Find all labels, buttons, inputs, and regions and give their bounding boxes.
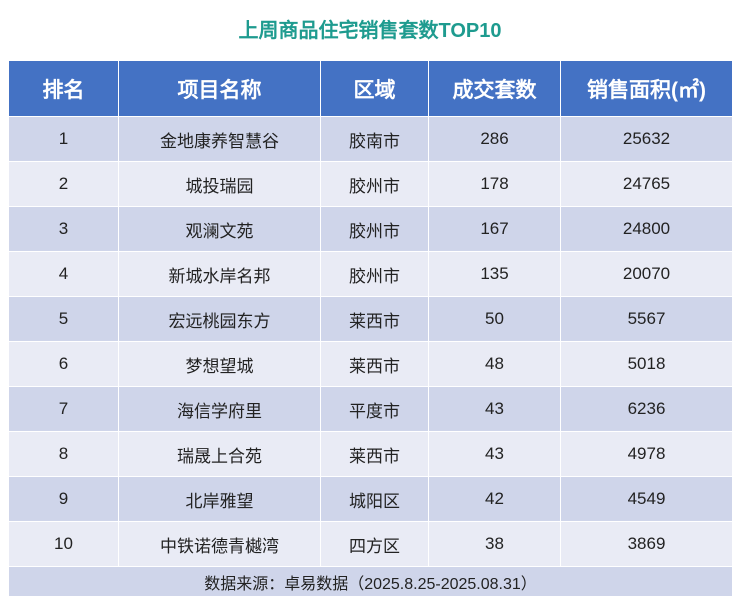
cell: 5567 <box>560 296 733 342</box>
cell: 中铁诺德青樾湾 <box>118 521 321 567</box>
cell: 10 <box>8 521 119 567</box>
cell: 3869 <box>560 521 733 567</box>
table-row: 3 观澜文苑 胶州市 167 24800 <box>8 206 733 252</box>
cell: 6 <box>8 341 119 387</box>
cell: 莱西市 <box>320 341 429 387</box>
cell: 1 <box>8 116 119 162</box>
cell: 20070 <box>560 251 733 297</box>
header-cell: 排名 <box>8 60 119 117</box>
cell: 178 <box>428 161 561 207</box>
cell: 6236 <box>560 386 733 432</box>
table-row: 1 金地康养智慧谷 胶南市 286 25632 <box>8 116 733 162</box>
cell: 宏远桃园东方 <box>118 296 321 342</box>
cell: 9 <box>8 476 119 522</box>
cell: 43 <box>428 431 561 477</box>
cell: 4549 <box>560 476 733 522</box>
header-cell: 成交套数 <box>428 60 561 117</box>
cell: 四方区 <box>320 521 429 567</box>
table-row: 5 宏远桃园东方 莱西市 50 5567 <box>8 296 733 342</box>
cell: 北岸雅望 <box>118 476 321 522</box>
cell: 莱西市 <box>320 296 429 342</box>
header-cell: 项目名称 <box>118 60 321 117</box>
cell: 胶州市 <box>320 161 429 207</box>
cell: 43 <box>428 386 561 432</box>
footer-note: 数据来源：卓易数据（2025.8.25-2025.08.31） <box>8 566 733 597</box>
cell: 3 <box>8 206 119 252</box>
cell: 4978 <box>560 431 733 477</box>
header-cell: 区域 <box>320 60 429 117</box>
cell: 38 <box>428 521 561 567</box>
cell: 4 <box>8 251 119 297</box>
cell: 胶州市 <box>320 206 429 252</box>
sales-table: 排名 项目名称 区域 成交套数 销售面积(㎡) 1 金地康养智慧谷 胶南市 286 25632 2… <box>8 60 733 597</box>
cell: 25632 <box>560 116 733 162</box>
table-row: 8 瑞晟上合苑 莱西市 43 4978 <box>8 431 733 477</box>
table-row: 7 海信学府里 平度市 43 6236 <box>8 386 733 432</box>
cell: 24800 <box>560 206 733 252</box>
cell: 莱西市 <box>320 431 429 477</box>
cell: 胶南市 <box>320 116 429 162</box>
header-cell: 销售面积(㎡) <box>560 60 733 117</box>
cell: 5 <box>8 296 119 342</box>
cell: 50 <box>428 296 561 342</box>
cell: 新城水岸名邦 <box>118 251 321 297</box>
cell: 梦想望城 <box>118 341 321 387</box>
cell: 平度市 <box>320 386 429 432</box>
table-row: 2 城投瑞园 胶州市 178 24765 <box>8 161 733 207</box>
cell: 24765 <box>560 161 733 207</box>
table-row: 4 新城水岸名邦 胶州市 135 20070 <box>8 251 733 297</box>
cell: 167 <box>428 206 561 252</box>
table-row: 9 北岸雅望 城阳区 42 4549 <box>8 476 733 522</box>
table-row: 10 中铁诺德青樾湾 四方区 38 3869 <box>8 521 733 567</box>
table-body: 1 金地康养智慧谷 胶南市 286 25632 2 城投瑞园 胶州市 178 24765 3 观澜文苑… <box>8 116 733 597</box>
cell: 城投瑞园 <box>118 161 321 207</box>
cell: 瑞晟上合苑 <box>118 431 321 477</box>
footer-row: 数据来源：卓易数据（2025.8.25-2025.08.31） <box>8 566 733 597</box>
cell: 5018 <box>560 341 733 387</box>
cell: 286 <box>428 116 561 162</box>
cell: 胶州市 <box>320 251 429 297</box>
cell: 2 <box>8 161 119 207</box>
cell: 城阳区 <box>320 476 429 522</box>
table-row: 6 梦想望城 莱西市 48 5018 <box>8 341 733 387</box>
cell: 海信学府里 <box>118 386 321 432</box>
cell: 135 <box>428 251 561 297</box>
cell: 42 <box>428 476 561 522</box>
cell: 7 <box>8 386 119 432</box>
cell: 金地康养智慧谷 <box>118 116 321 162</box>
cell: 48 <box>428 341 561 387</box>
cell: 观澜文苑 <box>118 206 321 252</box>
title: 上周商品住宅销售套数TOP10 <box>238 20 502 42</box>
header-row: 排名 项目名称 区域 成交套数 销售面积(㎡) <box>8 60 733 117</box>
cell: 8 <box>8 431 119 477</box>
